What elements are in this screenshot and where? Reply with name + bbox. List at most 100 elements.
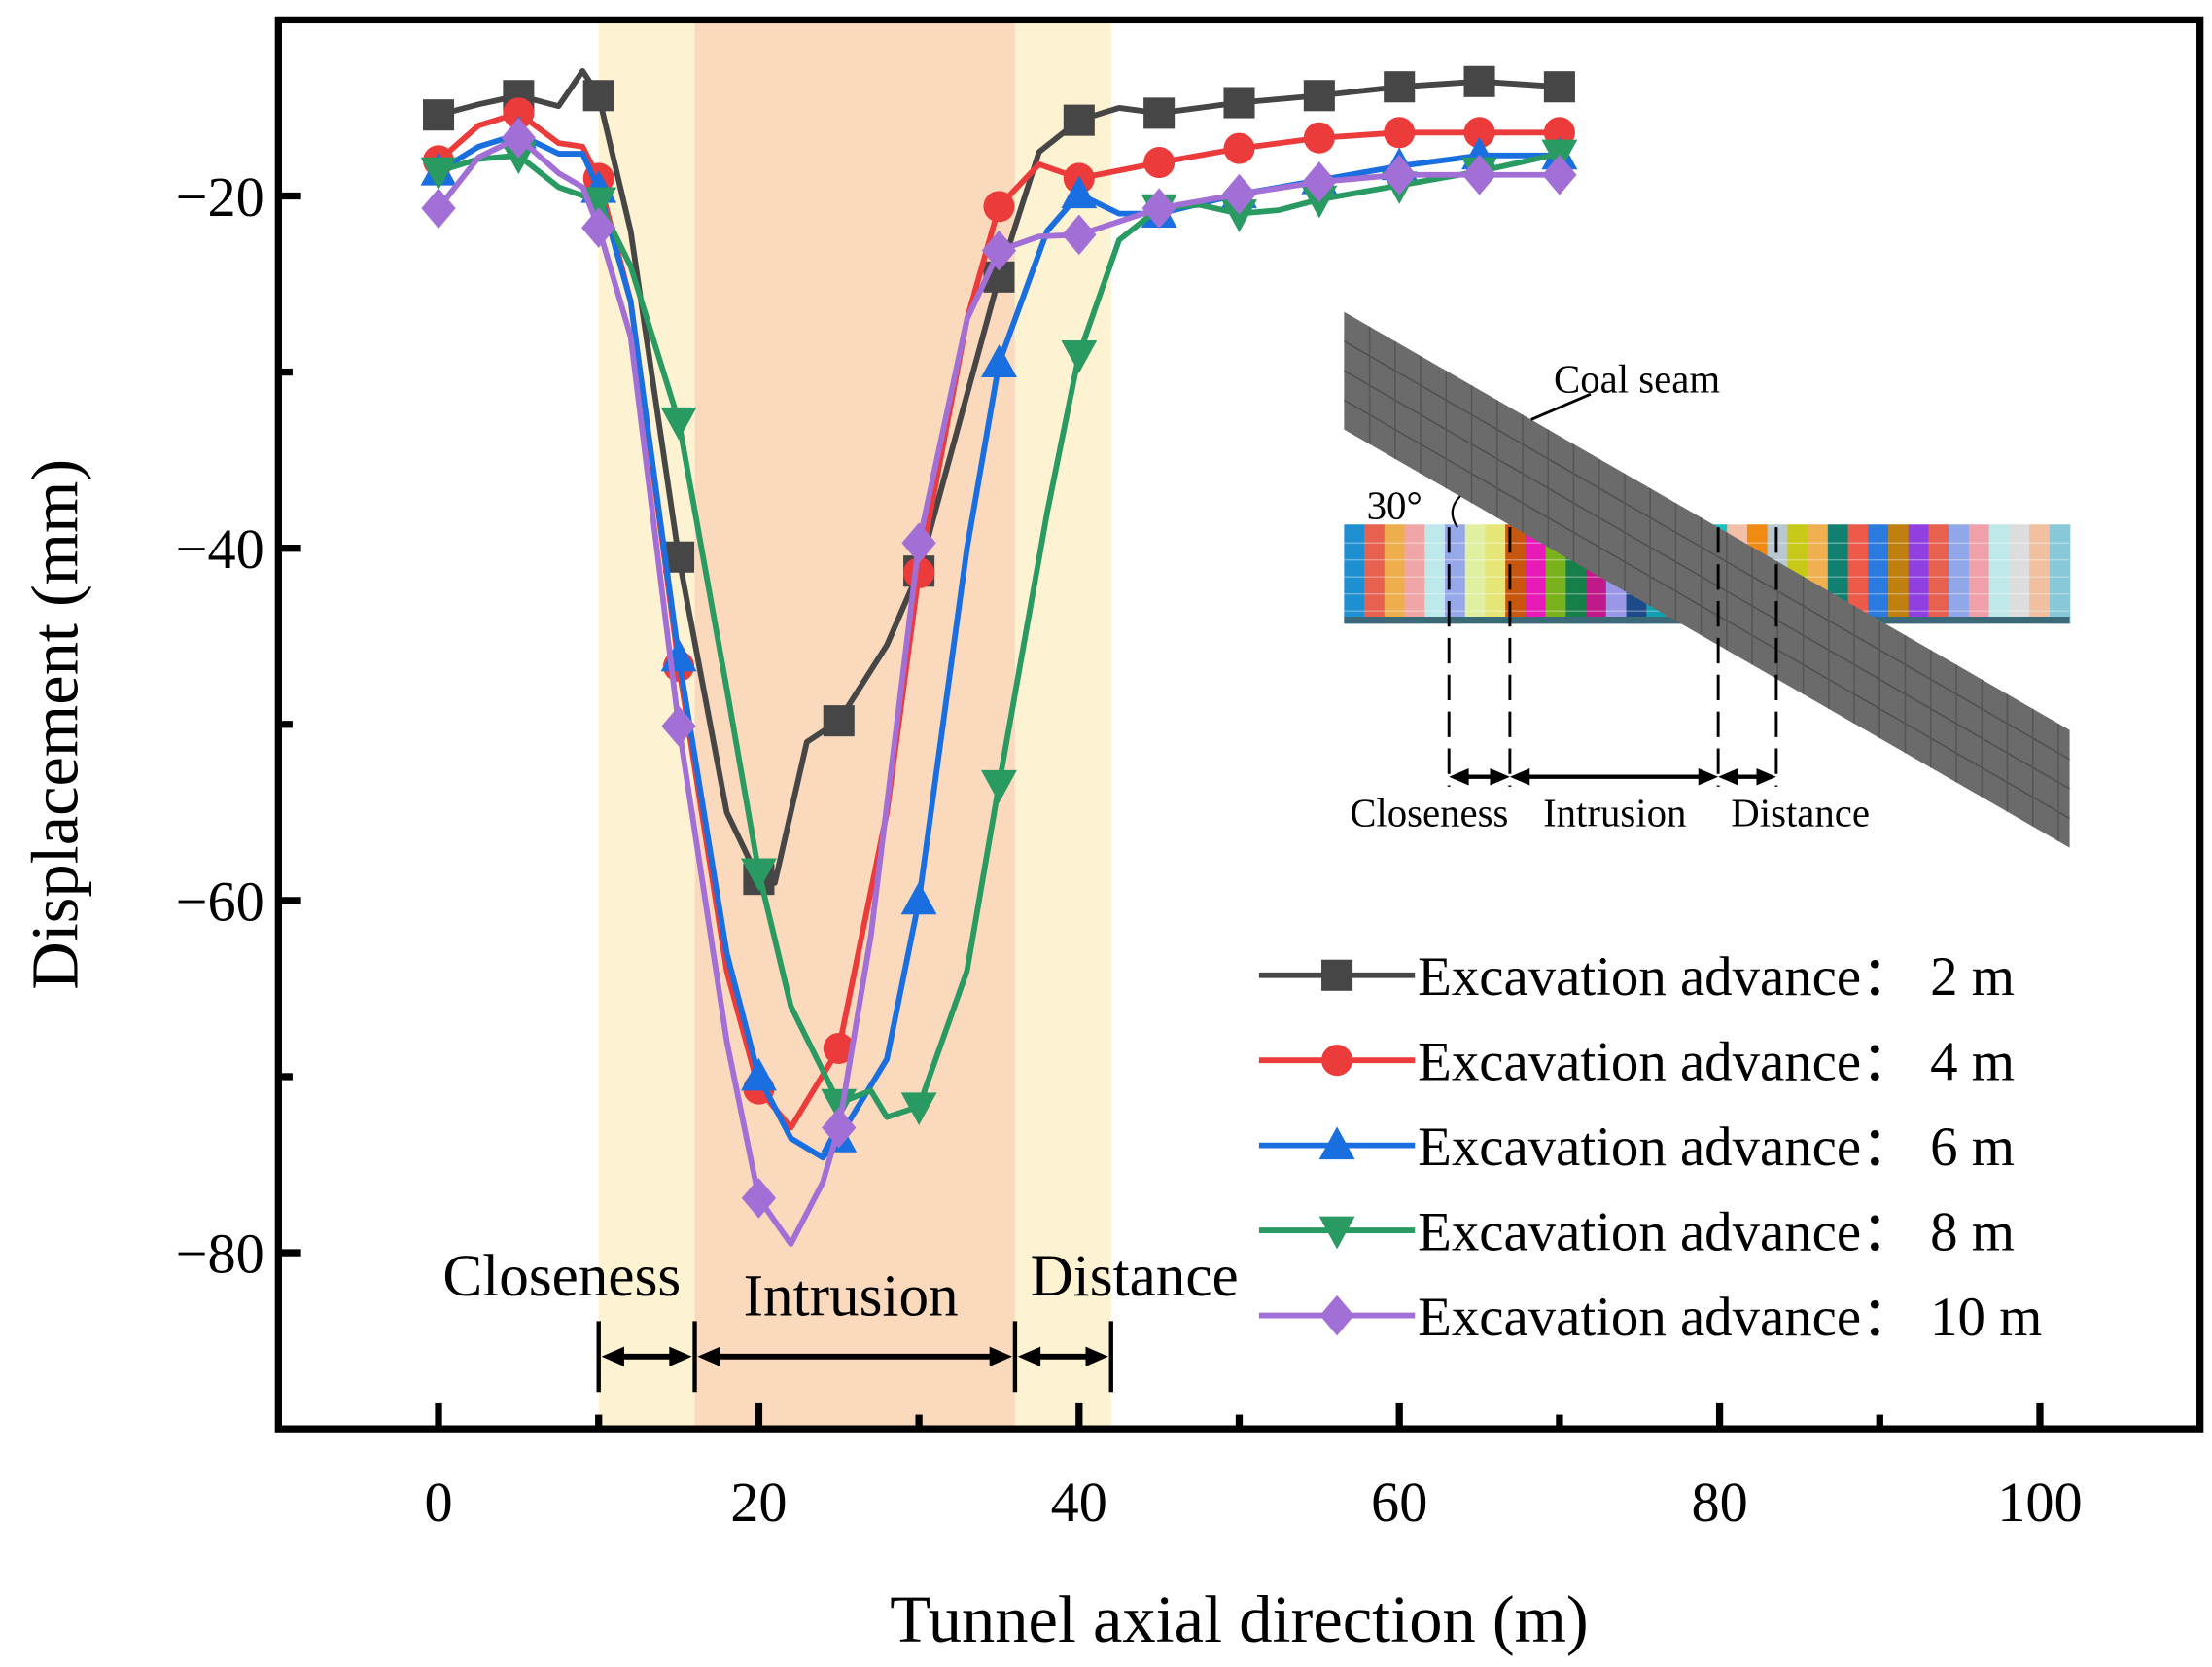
inset-arrowhead: [1490, 767, 1510, 786]
triangle-down-marker: [1318, 1216, 1355, 1250]
axis-ticks: −20 −40 −60 −80 0 20 40 60 80 100: [176, 165, 2083, 1534]
circle-marker: [1303, 122, 1335, 154]
y-tick-label: −80: [176, 1222, 264, 1285]
coal-seam-mesh-line: [1343, 399, 2070, 819]
tunnel-segment: [1847, 524, 1870, 624]
legend-label: Excavation advance： 10 m: [1418, 1287, 2042, 1348]
y-axis-title: Displacement (mm): [18, 459, 91, 990]
legend-label: Excavation advance： 4 m: [1418, 1032, 2015, 1093]
legend-item: Excavation advance： 2 m: [1258, 946, 2015, 1008]
tunnel-segment: [1424, 524, 1446, 624]
square-marker: [1543, 71, 1575, 103]
series-lines: [420, 65, 1578, 1247]
y-tick-label: −40: [176, 517, 264, 581]
inset-schematic: Coal seam 30° Closeness Intrusion Distance: [1343, 311, 2071, 848]
tunnel-segment: [1928, 524, 1949, 624]
legend-item: Excavation advance： 6 m: [1258, 1117, 2015, 1178]
tunnel-segment: [2029, 524, 2051, 624]
angle-arc: [1451, 495, 1461, 528]
triangle-down-marker: [900, 1092, 937, 1125]
distance-label: Distance: [1031, 1243, 1239, 1309]
square-marker: [582, 80, 614, 112]
tunnel-segment: [1384, 524, 1406, 624]
inset-intrusion-label: Intrusion: [1543, 792, 1686, 835]
diamond-marker: [741, 1178, 777, 1219]
triangle-down-marker: [821, 1088, 858, 1122]
triangle-up-marker: [900, 881, 937, 915]
legend-item: Excavation advance： 10 m: [1258, 1287, 2042, 1348]
coal-seam-leader: [1530, 392, 1592, 421]
x-tick-label: 0: [424, 1471, 452, 1534]
inset-closeness-label: Closeness: [1350, 792, 1508, 835]
triangle-up-marker: [981, 344, 1017, 377]
circle-marker: [1463, 117, 1495, 149]
inset-arrowhead: [1756, 767, 1776, 786]
tunnel-segment: [1988, 524, 2011, 624]
coal-seam-mesh-line: [1343, 340, 2070, 761]
closeness-label: Closeness: [442, 1243, 681, 1309]
tunnel-segment: [1505, 524, 1527, 624]
zone-arrowhead: [601, 1346, 624, 1367]
tunnel-segment: [1525, 524, 1547, 624]
legend-label: Excavation advance： 8 m: [1418, 1202, 2015, 1263]
zone-arrowhead: [697, 1346, 720, 1367]
legend-label: Excavation advance： 2 m: [1418, 946, 2015, 1008]
square-marker: [1303, 80, 1335, 112]
square-marker: [1384, 71, 1416, 103]
tunnel-segment: [1868, 524, 1889, 624]
x-tick-label: 40: [1051, 1471, 1107, 1534]
circle-marker: [503, 97, 535, 129]
legend-label: Excavation advance： 6 m: [1418, 1117, 2015, 1178]
legend: Excavation advance： 2 m Excavation advanc…: [1258, 946, 2042, 1348]
circle-marker: [903, 557, 935, 589]
square-marker: [1321, 959, 1353, 991]
tunnel-segment: [2009, 524, 2030, 624]
tunnel-segment: [1404, 524, 1426, 624]
square-marker: [1463, 65, 1495, 97]
x-axis-title: Tunnel axial direction (m): [890, 1582, 1588, 1656]
diamond-marker: [1382, 154, 1417, 195]
inset-arrowhead: [1509, 767, 1530, 786]
x-tick-label: 80: [1691, 1471, 1747, 1534]
triangle-up-marker: [1318, 1126, 1355, 1160]
inset-distance-label: Distance: [1731, 792, 1870, 835]
tunnel-segment: [1968, 524, 1990, 624]
triangle-down-marker: [1221, 199, 1257, 232]
zone-arrowhead: [1017, 1346, 1041, 1367]
tunnel-segment: [1908, 524, 1930, 624]
diamond-marker: [1221, 173, 1257, 215]
triangle-down-marker: [740, 858, 777, 892]
inset-arrowhead: [1718, 767, 1738, 786]
square-marker: [1063, 104, 1095, 136]
triangle-down-marker: [981, 769, 1017, 803]
circle-marker: [1223, 132, 1255, 164]
circle-marker: [1143, 147, 1176, 179]
zone-arrowhead: [1085, 1346, 1108, 1367]
circle-marker: [1321, 1045, 1353, 1077]
intrusion-label: Intrusion: [744, 1263, 959, 1330]
x-tick-label: 60: [1371, 1471, 1427, 1534]
zone-arrowhead: [989, 1346, 1013, 1367]
region-intrusion: [694, 19, 1015, 1430]
x-tick-label: 100: [1997, 1471, 2082, 1534]
square-marker: [1143, 97, 1176, 129]
coal-seam-label: Coal seam: [1554, 358, 1720, 402]
x-tick-label: 20: [730, 1471, 787, 1534]
diamond-marker: [1062, 214, 1097, 256]
triangle-down-marker: [1061, 340, 1098, 373]
circle-marker: [823, 1032, 855, 1065]
coal-seam-mesh-line: [1343, 370, 2070, 790]
square-marker: [422, 99, 455, 131]
tunnel-segment: [1485, 524, 1506, 624]
legend-item: Excavation advance： 4 m: [1258, 1032, 2015, 1093]
diamond-marker: [1141, 188, 1176, 230]
angle-label: 30°: [1367, 483, 1422, 527]
y-tick-label: −60: [176, 869, 264, 933]
zone-annotations: Closeness Intrusion Distance: [442, 1243, 1239, 1393]
triangle-down-marker: [420, 157, 457, 191]
tunnel-segment: [1344, 524, 1365, 624]
tunnel-segment: [2049, 524, 2071, 624]
triangle-up-marker: [740, 1057, 777, 1091]
inset-arrowhead: [1698, 767, 1719, 786]
square-marker: [823, 705, 855, 737]
